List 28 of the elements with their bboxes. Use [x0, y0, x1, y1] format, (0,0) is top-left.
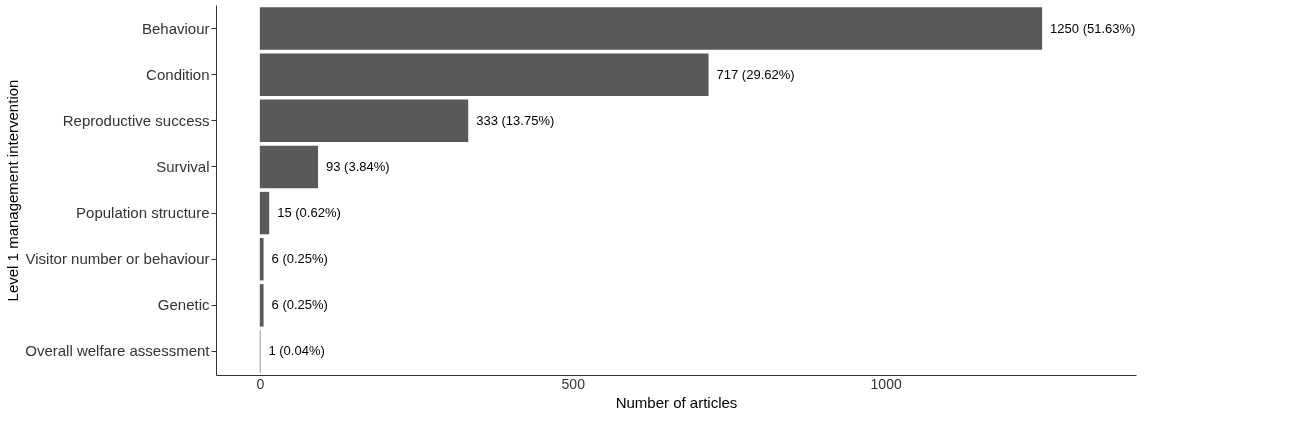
bar: [259, 99, 469, 143]
data-label: 717 (29.62%): [716, 66, 795, 82]
data-label: 6 (0.25%): [271, 251, 328, 267]
data-label: 15 (0.62%): [277, 205, 341, 221]
y-tick-label: Behaviour: [141, 19, 210, 37]
y-tick-label: Survival: [156, 157, 210, 175]
y-tick-label: Condition: [146, 65, 210, 83]
bar: [259, 145, 319, 189]
bar: [259, 7, 1043, 50]
y-tick-label: Reproductive success: [62, 111, 210, 129]
x-tick-label: 1000: [870, 375, 902, 392]
y-tick-label: Overall welfare assessment: [25, 342, 211, 360]
bar: [259, 284, 264, 327]
data-label: 333 (13.75%): [476, 112, 555, 128]
data-label: 93 (3.84%): [326, 158, 390, 174]
bar: [259, 191, 270, 235]
y-tick-label: Genetic: [157, 296, 210, 314]
y-tick-label: Visitor number or behaviour: [25, 250, 210, 268]
x-axis-title: Number of articles: [615, 393, 738, 411]
data-label: 1250 (51.63%): [1050, 20, 1136, 36]
y-axis-title: Level 1 management intervention: [4, 79, 22, 302]
bar: [259, 237, 264, 281]
bar: [259, 53, 709, 96]
data-label: 6 (0.25%): [271, 297, 328, 313]
x-tick-label: 0: [256, 375, 265, 392]
data-label: 1 (0.04%): [268, 343, 325, 359]
x-tick-label: 500: [561, 375, 586, 392]
y-tick-label: Population structure: [76, 204, 210, 222]
